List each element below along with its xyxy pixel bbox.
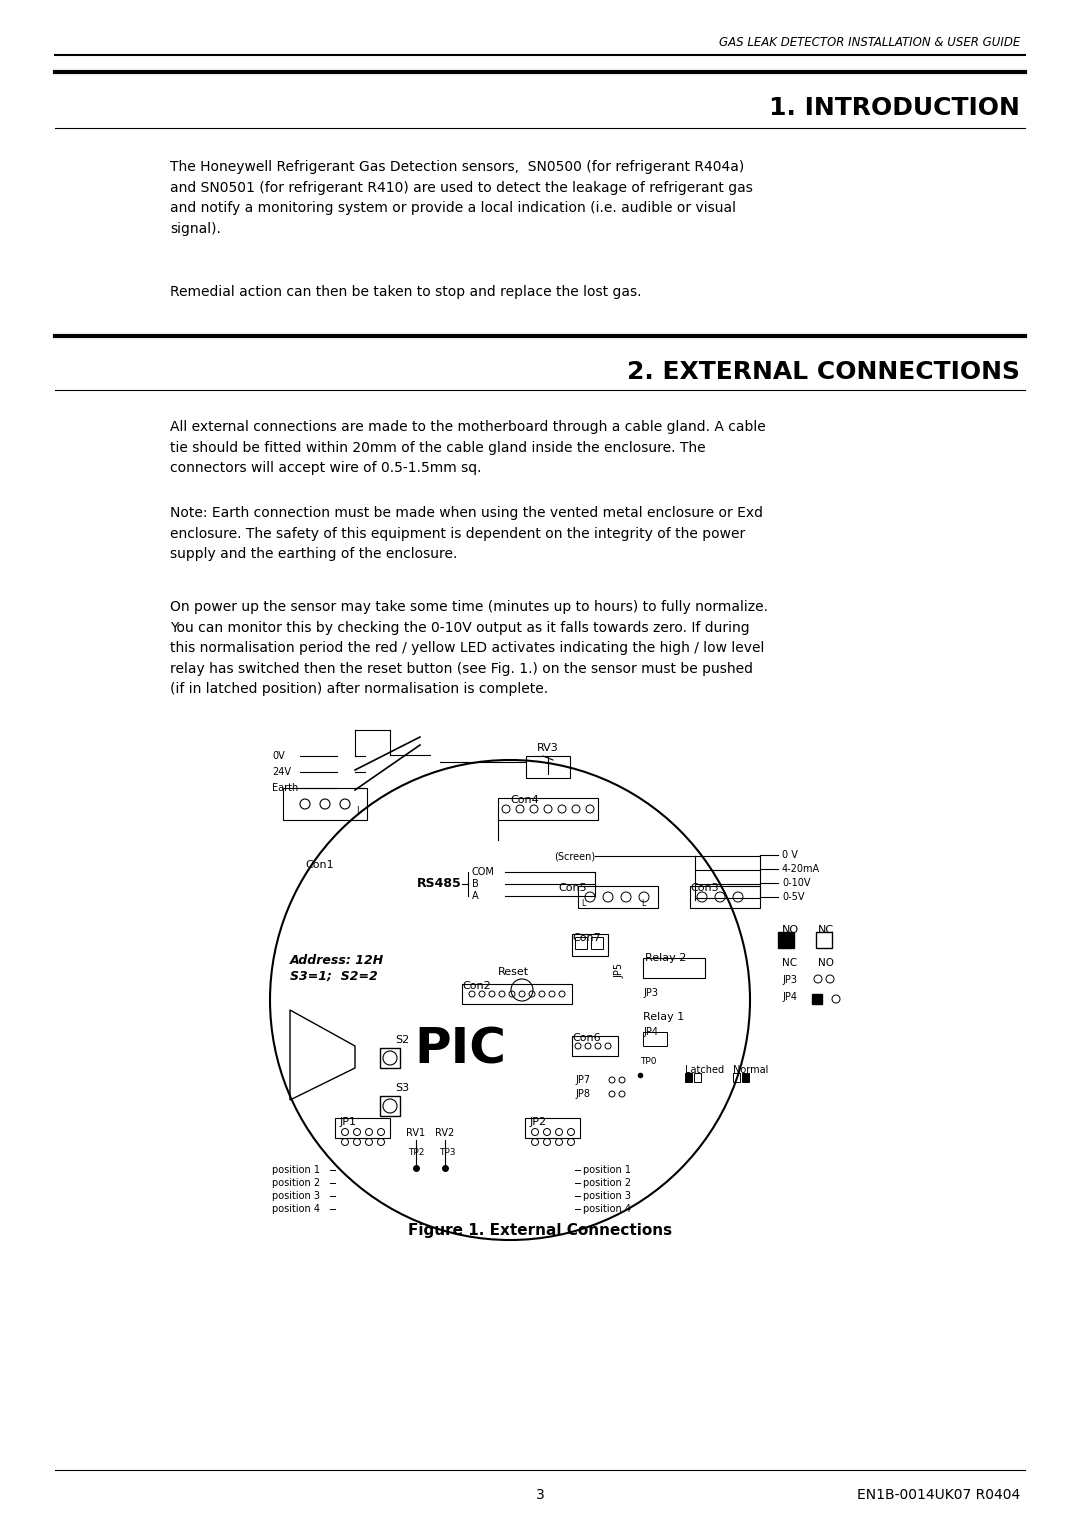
Bar — [778, 932, 794, 947]
Text: JP4: JP4 — [782, 992, 797, 1002]
Text: 3: 3 — [536, 1488, 544, 1502]
Text: 0-10V: 0-10V — [782, 879, 810, 888]
Bar — [572, 934, 608, 957]
Text: JP7: JP7 — [575, 1076, 590, 1085]
Text: (Screen): (Screen) — [554, 851, 595, 860]
Text: TP0: TP0 — [640, 1057, 657, 1067]
Text: S3: S3 — [395, 1083, 409, 1093]
Text: GAS LEAK DETECTOR INSTALLATION & USER GUIDE: GAS LEAK DETECTOR INSTALLATION & USER GU… — [719, 35, 1020, 49]
Text: position 4: position 4 — [272, 1204, 320, 1215]
Text: Note: Earth connection must be made when using the vented metal enclosure or Exd: Note: Earth connection must be made when… — [170, 506, 762, 561]
Bar — [816, 932, 832, 947]
Bar — [283, 788, 367, 821]
Bar — [525, 1118, 580, 1138]
Text: Latched: Latched — [685, 1065, 724, 1076]
Text: position 3: position 3 — [583, 1190, 631, 1201]
Text: Remedial action can then be taken to stop and replace the lost gas.: Remedial action can then be taken to sto… — [170, 286, 642, 299]
Text: Con1: Con1 — [306, 860, 335, 869]
Text: Normal: Normal — [733, 1065, 768, 1076]
Text: 1. INTRODUCTION: 1. INTRODUCTION — [769, 96, 1020, 121]
Text: Earth: Earth — [272, 782, 298, 793]
Text: On power up the sensor may take some time (minutes up to hours) to fully normali: On power up the sensor may take some tim… — [170, 601, 768, 697]
Bar — [572, 1036, 618, 1056]
Text: JP3: JP3 — [643, 989, 658, 998]
Text: position 2: position 2 — [583, 1178, 631, 1187]
Bar — [462, 984, 572, 1004]
Bar — [526, 756, 570, 778]
Text: S3=1;  S2=2: S3=1; S2=2 — [291, 969, 378, 983]
Bar — [335, 1118, 390, 1138]
Bar — [643, 1031, 667, 1047]
Text: Con4: Con4 — [510, 795, 539, 805]
Text: NO: NO — [782, 924, 799, 935]
Text: L: L — [355, 805, 361, 814]
Text: COM: COM — [472, 866, 495, 877]
Bar — [733, 1073, 740, 1082]
Text: 0-5V: 0-5V — [782, 892, 805, 902]
Bar — [578, 886, 658, 908]
Text: position 1: position 1 — [272, 1164, 320, 1175]
Bar — [498, 798, 598, 821]
Text: PIC: PIC — [414, 1025, 507, 1074]
Text: 4-20mA: 4-20mA — [782, 863, 820, 874]
Text: 0V: 0V — [272, 750, 285, 761]
Text: JP8: JP8 — [575, 1089, 590, 1099]
Text: RS485: RS485 — [417, 877, 462, 889]
Bar — [643, 958, 705, 978]
Text: position 2: position 2 — [272, 1178, 320, 1187]
Text: JP4: JP4 — [643, 1027, 658, 1038]
Text: Con3: Con3 — [690, 883, 718, 892]
Text: Address: 12H: Address: 12H — [291, 953, 384, 967]
Text: Con7: Con7 — [572, 934, 600, 943]
Text: 24V: 24V — [272, 767, 291, 778]
Bar — [690, 886, 760, 908]
Text: Con6: Con6 — [572, 1033, 600, 1044]
Text: All external connections are made to the motherboard through a cable gland. A ca: All external connections are made to the… — [170, 420, 766, 475]
Text: JP5: JP5 — [615, 963, 624, 978]
Text: RV1: RV1 — [406, 1128, 426, 1138]
Text: JP2: JP2 — [530, 1117, 548, 1128]
Text: Figure 1. External Connections: Figure 1. External Connections — [408, 1222, 672, 1238]
Bar — [812, 995, 822, 1004]
Text: Relay 1: Relay 1 — [643, 1012, 685, 1022]
Text: A: A — [472, 891, 478, 902]
Bar — [742, 1073, 750, 1082]
Text: Con5: Con5 — [558, 883, 586, 892]
Bar — [575, 937, 588, 949]
Bar — [591, 937, 603, 949]
Bar — [694, 1073, 701, 1082]
Text: position 1: position 1 — [583, 1164, 631, 1175]
Text: JP3: JP3 — [782, 975, 797, 986]
Text: NC: NC — [818, 924, 834, 935]
Text: Reset: Reset — [498, 967, 529, 976]
Text: TP2: TP2 — [408, 1148, 424, 1157]
Text: Relay 2: Relay 2 — [645, 953, 687, 963]
Text: JP1: JP1 — [340, 1117, 357, 1128]
Text: The Honeywell Refrigerant Gas Detection sensors,  SN0500 (for refrigerant R404a): The Honeywell Refrigerant Gas Detection … — [170, 160, 753, 235]
Text: 2. EXTERNAL CONNECTIONS: 2. EXTERNAL CONNECTIONS — [627, 361, 1020, 384]
Text: RV2: RV2 — [435, 1128, 455, 1138]
Text: position 3: position 3 — [272, 1190, 320, 1201]
Text: EN1B-0014UK07 R0404: EN1B-0014UK07 R0404 — [856, 1488, 1020, 1502]
Text: S2: S2 — [395, 1034, 409, 1045]
Text: position 4: position 4 — [583, 1204, 631, 1215]
Text: L: L — [640, 898, 645, 908]
Text: RV3: RV3 — [537, 743, 558, 753]
Text: NO: NO — [818, 958, 834, 969]
Text: Con2: Con2 — [462, 981, 490, 992]
Text: NC: NC — [782, 958, 797, 969]
Text: B: B — [472, 879, 478, 889]
Text: 0 V: 0 V — [782, 850, 798, 860]
Text: TP3: TP3 — [438, 1148, 456, 1157]
Bar — [685, 1073, 692, 1082]
Text: L: L — [581, 898, 585, 908]
